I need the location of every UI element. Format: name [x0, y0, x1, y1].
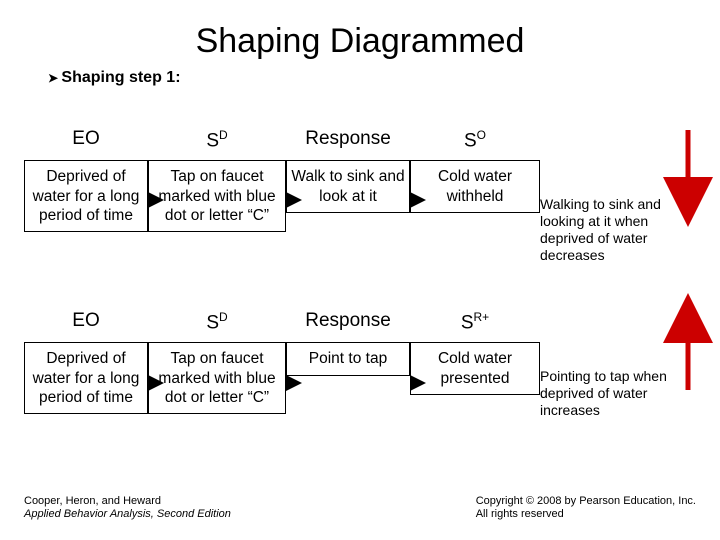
box-sd-1: Tap on faucet marked with blue dot or le…: [148, 160, 286, 232]
page-title: Shaping Diagrammed: [0, 0, 720, 69]
header-response: Response: [286, 128, 410, 160]
box-eo-2: Deprived of water for a long period of t…: [24, 342, 148, 414]
footer-citation: Cooper, Heron, and Heward Applied Behavi…: [24, 495, 231, 523]
box-consequence-2: Cold water presented: [410, 342, 540, 395]
note-increase: Pointing to tap when deprived of water i…: [540, 342, 690, 418]
shaping-step-label: Shaping step 1:: [0, 69, 720, 93]
header-blank-2: [540, 310, 690, 342]
box-response-2: Point to tap: [286, 342, 410, 375]
box-response-1: Walk to sink and look at it: [286, 160, 410, 213]
contingency-row-1: EO SD Response SO Deprived of water for …: [24, 128, 696, 264]
box-eo-1: Deprived of water for a long period of t…: [24, 160, 148, 232]
contingency-row-2: EO SD Response SR+ Deprived of water for…: [24, 310, 696, 419]
header-eo: EO: [24, 128, 148, 160]
footer-copyright: Copyright © 2008 by Pearson Education, I…: [476, 495, 696, 523]
header-sr: SR+: [410, 310, 540, 342]
header-sd: SD: [148, 128, 286, 160]
box-consequence-1: Cold water withheld: [410, 160, 540, 213]
header-eo-2: EO: [24, 310, 148, 342]
header-so: SO: [410, 128, 540, 160]
box-sd-2: Tap on faucet marked with blue dot or le…: [148, 342, 286, 414]
header-response-2: Response: [286, 310, 410, 342]
header-blank: [540, 128, 690, 160]
header-sd-2: SD: [148, 310, 286, 342]
note-decrease: Walking to sink and looking at it when d…: [540, 160, 690, 263]
